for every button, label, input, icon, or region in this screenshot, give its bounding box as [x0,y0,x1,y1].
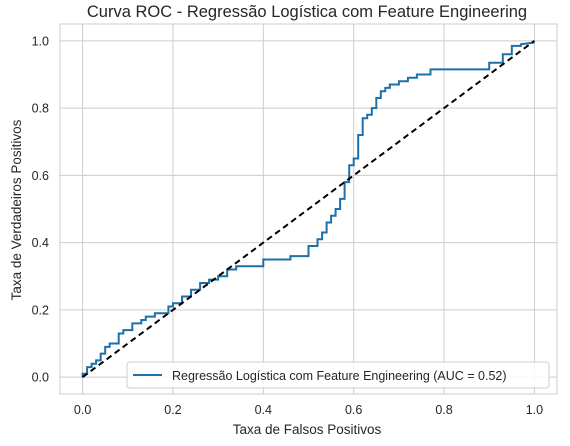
y-tick-label: 0.8 [32,102,49,116]
x-tick-label: 0.6 [345,403,362,417]
y-tick-label: 0.0 [32,371,49,385]
y-tick-label: 0.4 [32,236,49,250]
chart-title: Curva ROC - Regressão Logística com Feat… [87,3,527,21]
x-axis-label: Taxa de Falsos Positivos [233,422,382,437]
x-tick-label: 0.4 [255,403,272,417]
random-diagonal-line [83,41,535,377]
y-tick-label: 0.6 [32,169,49,183]
y-tick-label: 1.0 [32,34,49,48]
legend: Regressão Logística com Feature Engineer… [127,362,549,388]
y-tick-label: 0.2 [32,303,49,317]
y-axis-label: Taxa de Verdadeiros Positivos [9,119,24,300]
plot-lines [83,41,535,377]
x-tick-label: 0.0 [74,403,91,417]
x-tick-label: 0.2 [164,403,181,417]
x-tick-label: 0.8 [435,403,452,417]
legend-entry: Regressão Logística com Feature Engineer… [172,369,507,383]
x-tick-label: 1.0 [526,403,543,417]
